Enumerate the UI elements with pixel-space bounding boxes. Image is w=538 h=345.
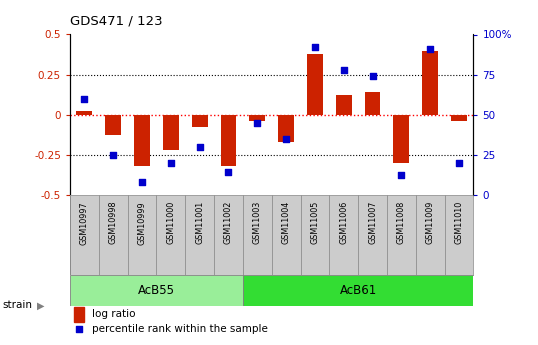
- Text: GDS471 / 123: GDS471 / 123: [70, 14, 162, 28]
- Point: [167, 160, 175, 165]
- Bar: [416, 195, 444, 275]
- Text: GSM11005: GSM11005: [310, 201, 320, 244]
- Bar: [329, 195, 358, 275]
- Text: ▶: ▶: [37, 300, 44, 310]
- Bar: [74, 307, 84, 322]
- Bar: [134, 115, 150, 166]
- Bar: [243, 195, 272, 275]
- Text: AcB61: AcB61: [339, 284, 377, 297]
- Text: GSM11001: GSM11001: [195, 201, 204, 244]
- Bar: [336, 95, 352, 115]
- Text: GSM10997: GSM10997: [80, 201, 89, 245]
- Bar: [278, 115, 294, 142]
- Bar: [185, 195, 214, 275]
- Text: GSM11000: GSM11000: [166, 201, 175, 244]
- Point: [138, 179, 146, 185]
- Text: log ratio: log ratio: [92, 309, 136, 319]
- Text: GSM11003: GSM11003: [253, 201, 262, 244]
- Point: [282, 136, 291, 141]
- Bar: [214, 195, 243, 275]
- Text: GSM11006: GSM11006: [339, 201, 348, 244]
- Bar: [272, 195, 301, 275]
- Bar: [422, 50, 438, 115]
- Bar: [76, 111, 93, 115]
- Point: [109, 152, 117, 157]
- Text: GSM11007: GSM11007: [368, 201, 377, 244]
- Bar: [301, 195, 329, 275]
- Bar: [307, 54, 323, 115]
- Bar: [249, 115, 265, 121]
- Text: GSM11009: GSM11009: [426, 201, 435, 244]
- Bar: [128, 195, 157, 275]
- Text: percentile rank within the sample: percentile rank within the sample: [92, 324, 268, 334]
- Point: [75, 326, 83, 332]
- Point: [195, 144, 204, 149]
- Bar: [358, 195, 387, 275]
- Bar: [105, 115, 121, 135]
- Bar: [387, 195, 416, 275]
- Bar: [192, 115, 208, 127]
- Point: [224, 169, 233, 175]
- Point: [339, 67, 348, 72]
- Text: AcB55: AcB55: [138, 284, 175, 297]
- Bar: [451, 115, 467, 121]
- Point: [310, 45, 319, 50]
- Point: [397, 172, 406, 178]
- Bar: [444, 195, 473, 275]
- Point: [253, 120, 261, 125]
- Text: GSM11004: GSM11004: [281, 201, 291, 244]
- Bar: [70, 275, 243, 306]
- Point: [368, 73, 377, 79]
- Text: GSM10999: GSM10999: [138, 201, 146, 245]
- Bar: [221, 115, 236, 166]
- Bar: [243, 275, 473, 306]
- Bar: [365, 92, 380, 115]
- Text: GSM10998: GSM10998: [109, 201, 118, 245]
- Text: GSM11008: GSM11008: [397, 201, 406, 244]
- Bar: [70, 195, 99, 275]
- Point: [80, 96, 89, 101]
- Point: [426, 46, 435, 52]
- Bar: [393, 115, 409, 162]
- Bar: [157, 195, 185, 275]
- Bar: [99, 195, 128, 275]
- Bar: [163, 115, 179, 150]
- Text: strain: strain: [3, 300, 33, 310]
- Point: [455, 160, 463, 165]
- Text: GSM11002: GSM11002: [224, 201, 233, 244]
- Text: GSM11010: GSM11010: [455, 201, 464, 244]
